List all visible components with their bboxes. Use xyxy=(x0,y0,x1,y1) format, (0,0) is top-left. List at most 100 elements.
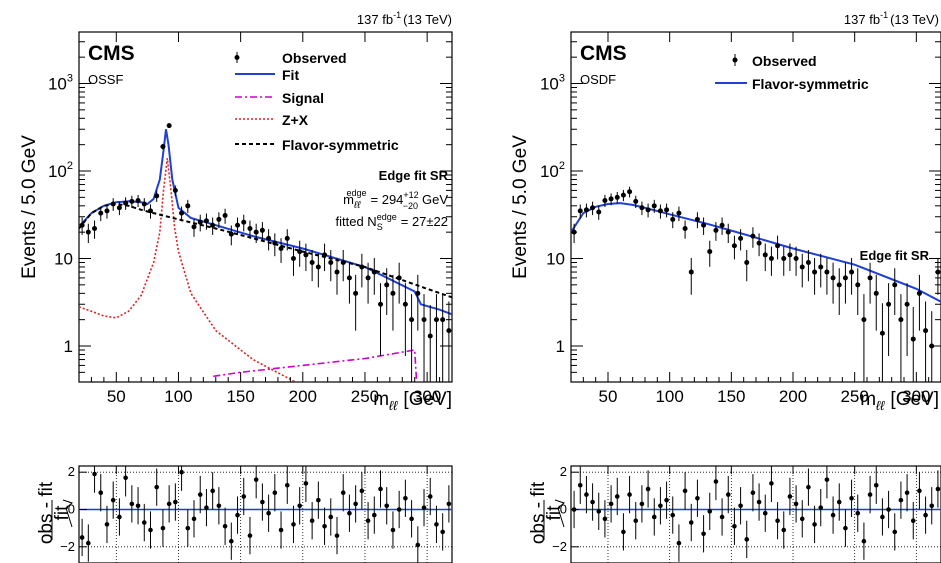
ossf-obs-point xyxy=(203,218,209,224)
ossf-obs-point xyxy=(197,219,203,225)
osdf-pull-point xyxy=(812,522,817,527)
osdf-pull-point xyxy=(873,482,879,488)
osdf-obs-point xyxy=(824,269,830,275)
ossf-obs-point xyxy=(284,235,290,241)
osdf-pull-point xyxy=(664,497,669,503)
ossf-pull-point xyxy=(434,522,439,527)
ossf-obs-point xyxy=(191,224,197,230)
osdf-obs-point xyxy=(583,207,589,213)
ossf-pull-point xyxy=(328,514,334,520)
osdf-pull-point xyxy=(670,512,676,518)
ossf-pull-point xyxy=(141,520,147,525)
ossf-obs-point xyxy=(396,275,402,281)
osdf-pull-point xyxy=(713,479,719,484)
osdf-pull-point xyxy=(725,492,731,497)
osdf-obs-point xyxy=(768,256,774,261)
ossf-pull-point xyxy=(185,525,191,531)
osdf-x-tick-label: 100 xyxy=(655,387,683,406)
ossf-ratio-group xyxy=(79,466,452,563)
ossf-obs-point xyxy=(253,229,259,235)
ossf-obs-point xyxy=(359,264,365,270)
ossf-obs-point xyxy=(185,203,191,209)
ossf-info-mass: mℓℓedge = 294+12 −20 GeV xyxy=(343,188,448,211)
ossf-pull-point xyxy=(123,475,128,481)
osdf-obs-point xyxy=(633,198,639,204)
ossf-pull-point xyxy=(92,471,97,477)
ossf-obs-point xyxy=(427,333,433,339)
ossf-pull-point xyxy=(160,525,166,531)
osdf-pull-point xyxy=(910,518,916,523)
osdf-pull-point xyxy=(645,486,651,492)
osdf-ratio-frame xyxy=(570,465,941,563)
osdf-pull-point xyxy=(843,525,848,531)
osdf-obs-point xyxy=(639,205,645,211)
ossf-pull-point xyxy=(247,533,253,538)
ossf-pull-point xyxy=(415,542,421,548)
legend-observed-label: Observed xyxy=(752,53,817,69)
ossf-pull-point xyxy=(322,523,327,529)
ossf-obs-point xyxy=(141,201,147,207)
ossf-ratio-y-tick-label: 0 xyxy=(68,502,75,517)
osdf-obs-point xyxy=(879,330,885,336)
ossf-obs-point xyxy=(384,282,390,288)
ossf-obs-point xyxy=(415,290,421,296)
ossf-y-tick-label: 1 xyxy=(64,337,73,356)
ossf-x-tick-label: 50 xyxy=(107,387,126,406)
ossf-pull-point xyxy=(316,497,321,503)
ossf-pull-point xyxy=(191,516,197,522)
ossf-obs-point xyxy=(322,252,328,258)
ossf-obs-point xyxy=(353,290,359,296)
osdf-region-label: OSDF xyxy=(580,72,616,87)
osdf-pull-point xyxy=(898,497,904,503)
ossf-obs-point xyxy=(390,290,396,296)
ossf-pull-point xyxy=(86,540,91,546)
osdf-obs-point xyxy=(775,243,781,249)
ossf-pull-point xyxy=(129,501,135,507)
osdf-obs-point xyxy=(602,198,608,204)
ossf-pull-point xyxy=(409,516,414,522)
osdf-obs-point xyxy=(781,256,787,261)
osdf-ratio-y-tick-label: 0 xyxy=(560,502,567,517)
ossf-curve-signal xyxy=(213,349,418,382)
ossf-obs-point xyxy=(241,219,247,225)
osdf-pull-point xyxy=(824,477,830,482)
ossf-pull-point xyxy=(104,522,110,527)
osdf-x-tick-label: 150 xyxy=(717,387,745,406)
legend-signal-label: Signal xyxy=(282,90,324,106)
osdf-pull-point xyxy=(614,494,620,499)
ossf-y-tick-label: 10 xyxy=(54,250,73,269)
osdf-obs-point xyxy=(898,317,904,323)
ossf-obs-point xyxy=(147,208,153,214)
osdf-obs-point xyxy=(750,233,756,239)
osdf-pull-point xyxy=(818,505,824,510)
ossf-obs-point xyxy=(92,226,98,232)
legend-observed-marker xyxy=(732,57,738,63)
osdf-ratio-ylabel-den: fit xyxy=(544,505,565,521)
osdf-obs-point xyxy=(923,328,929,334)
ossf-obs-point xyxy=(278,246,284,252)
osdf-obs-point xyxy=(793,256,799,261)
osdf-pull-point xyxy=(793,501,799,507)
osdf-pull-point xyxy=(682,488,688,494)
ossf-obs-point xyxy=(216,216,222,222)
ossf-obs-point xyxy=(210,222,216,228)
osdf-obs-point xyxy=(916,290,922,296)
osdf-obs-point xyxy=(719,222,725,228)
osdf-cms-label: CMS xyxy=(580,42,627,65)
osdf-obs-point xyxy=(688,269,694,275)
osdf-obs-point xyxy=(608,196,614,202)
osdf-obs-point xyxy=(886,301,892,307)
osdf-obs-point xyxy=(873,290,879,296)
ossf-obs-point xyxy=(440,317,446,323)
osdf-obs-point xyxy=(849,269,855,275)
ossf-pull-point xyxy=(371,512,377,518)
osdf-obs-point xyxy=(744,260,750,266)
ossf-obs-point xyxy=(266,235,272,241)
osdf-pull-point xyxy=(806,484,811,490)
ossf-pull-point xyxy=(179,469,184,475)
osdf-obs-point xyxy=(818,264,824,270)
osdf-obs-point xyxy=(596,209,602,215)
osdf-pull-point xyxy=(904,490,910,496)
osdf-obs-point xyxy=(627,189,633,195)
ossf-lumi-label: 137 fb-1 (13 TeV) xyxy=(357,10,452,27)
